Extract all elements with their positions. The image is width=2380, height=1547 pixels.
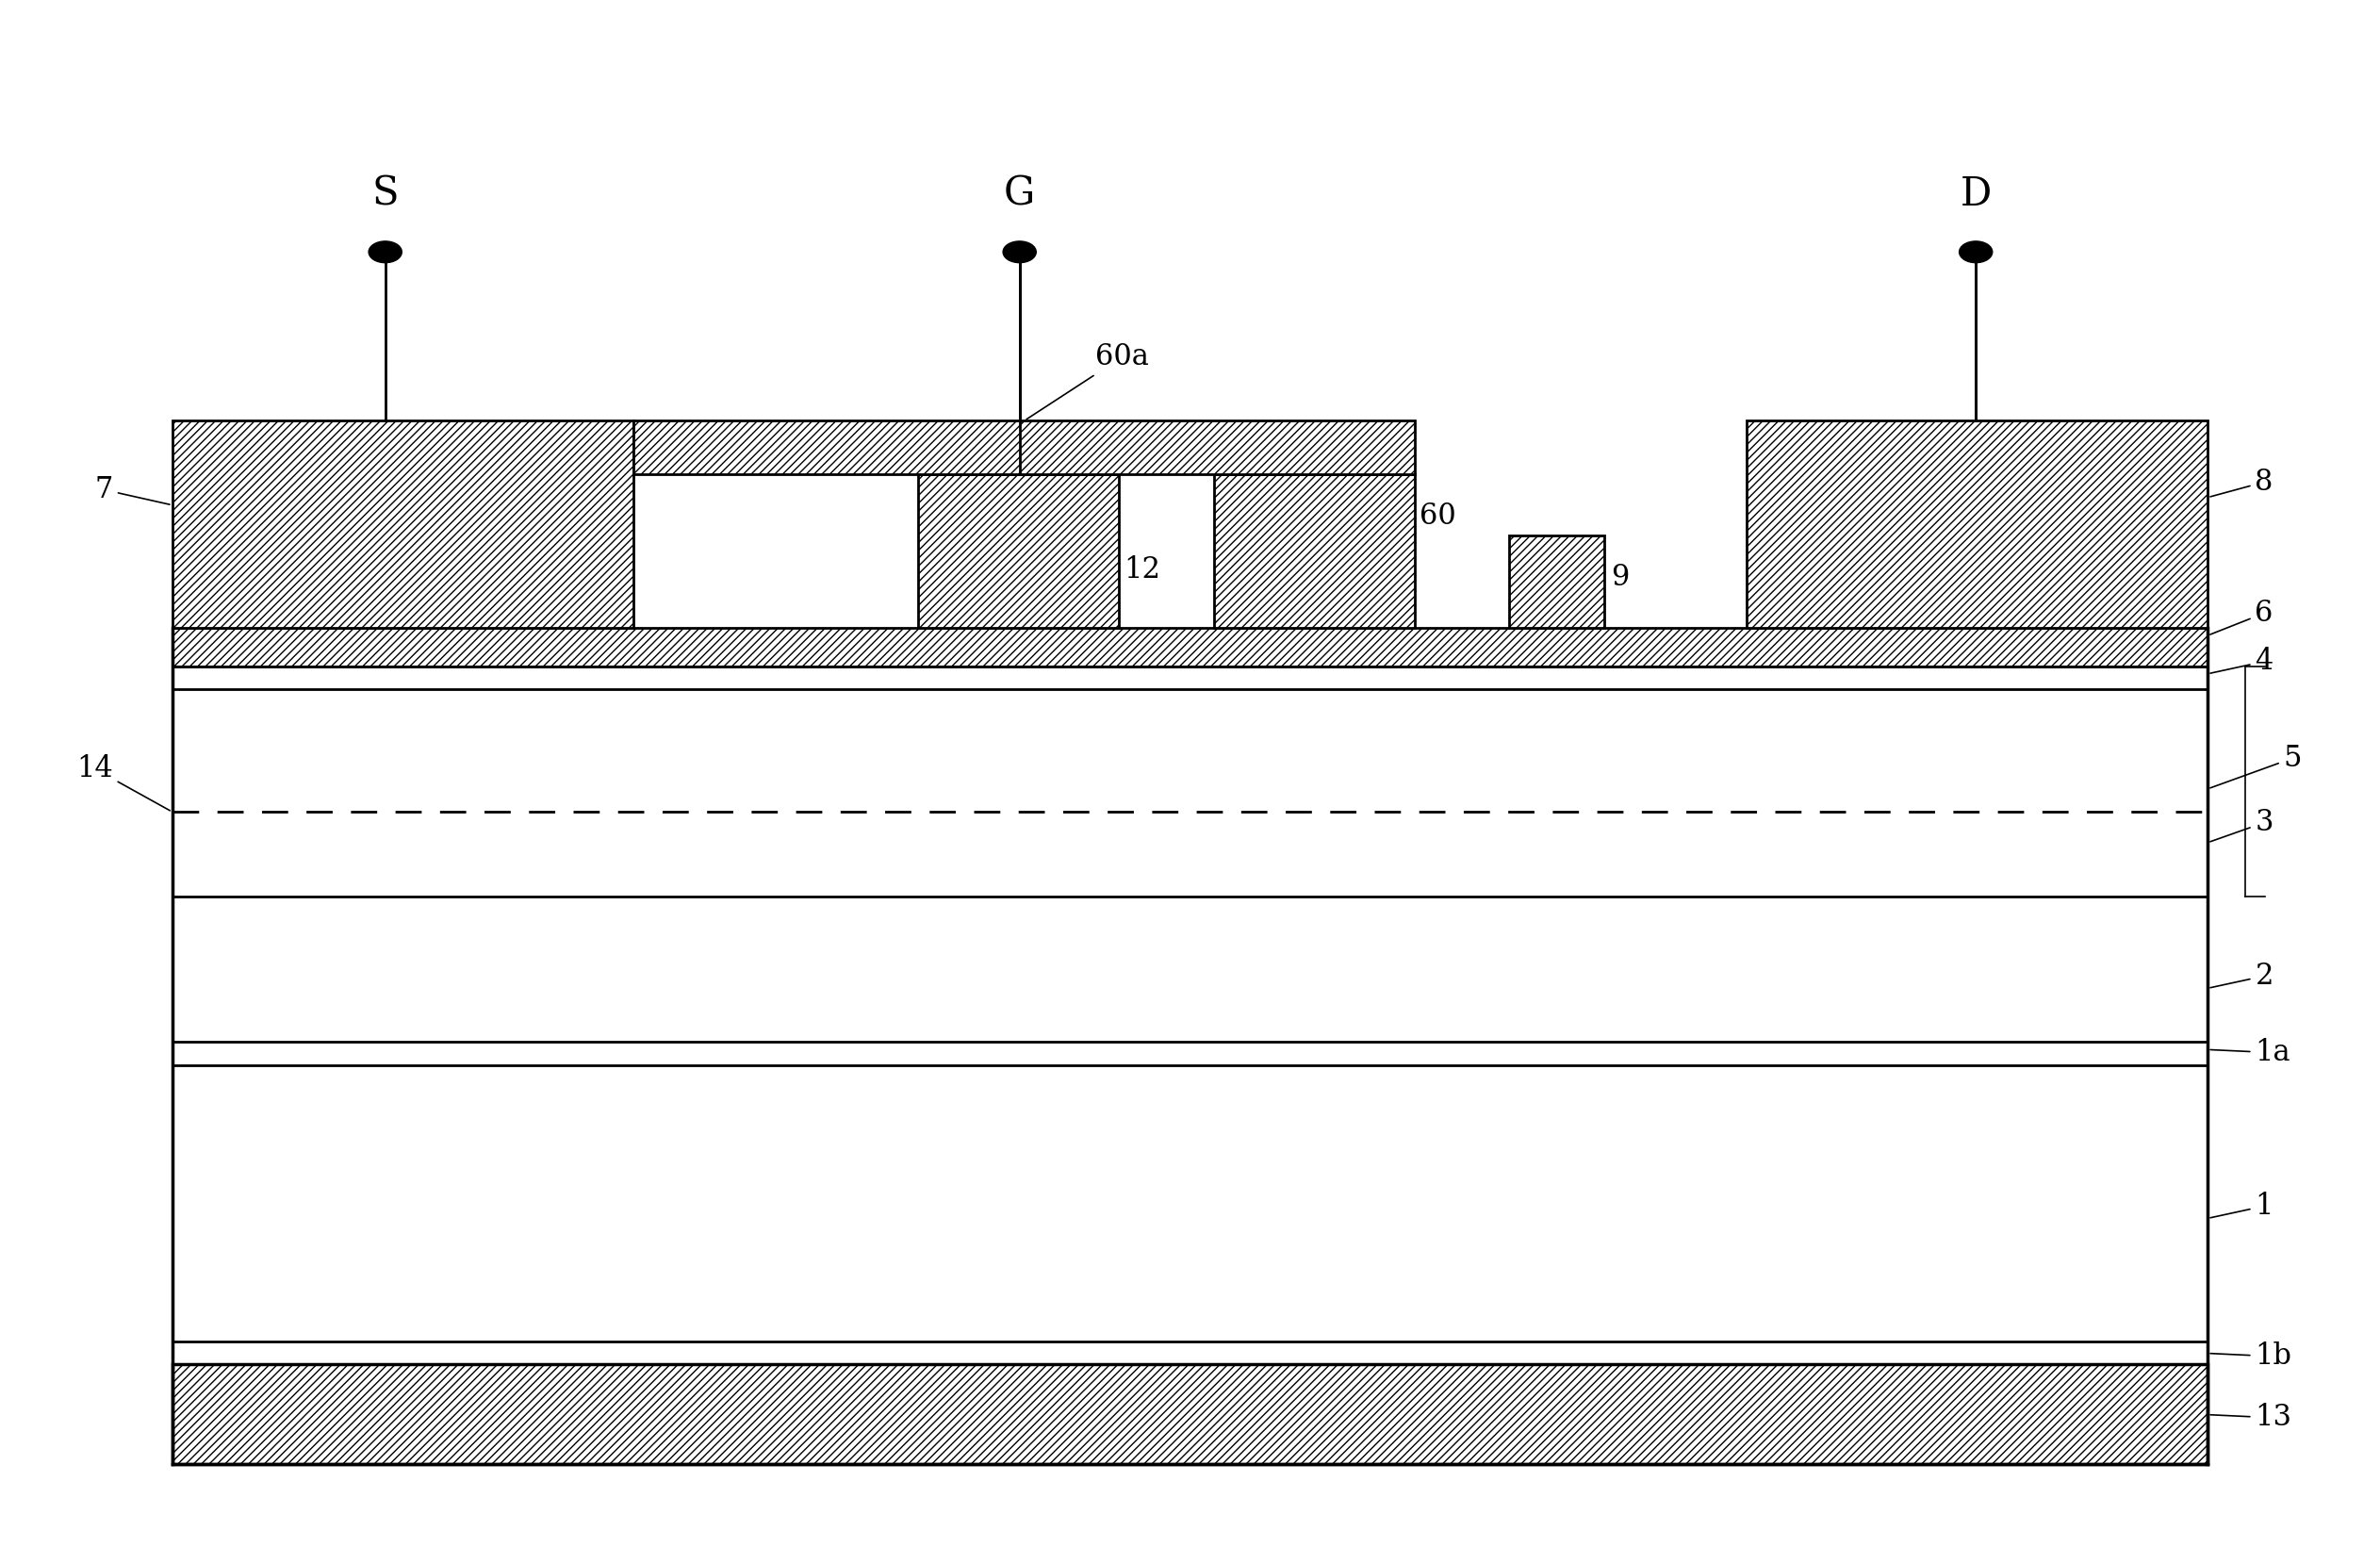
Bar (919, 475, 1119, 628)
Text: 1: 1 (2211, 1191, 2273, 1221)
Bar (1214, 475, 1414, 628)
Text: 1b: 1b (2211, 1341, 2292, 1371)
Text: 5: 5 (2211, 744, 2301, 787)
Text: S: S (371, 173, 400, 213)
Text: 4: 4 (2211, 647, 2273, 676)
Text: 2: 2 (2211, 961, 2273, 990)
Text: 6: 6 (2211, 599, 2273, 634)
Text: 1a: 1a (2211, 1038, 2290, 1067)
Circle shape (1959, 241, 1992, 263)
Circle shape (369, 241, 402, 263)
Text: 60: 60 (1418, 501, 1457, 531)
Bar (1509, 535, 1604, 628)
Bar (171, 628, 2209, 667)
Bar (171, 1364, 2209, 1463)
Text: 14: 14 (76, 755, 169, 811)
Text: D: D (1961, 173, 1992, 213)
Text: 13: 13 (2211, 1403, 2292, 1433)
Text: 7: 7 (95, 475, 169, 504)
Bar (171, 421, 633, 628)
Text: 9: 9 (1611, 563, 1630, 593)
Text: 8: 8 (2211, 467, 2273, 497)
Text: 3: 3 (2211, 808, 2273, 842)
Text: G: G (1004, 173, 1035, 213)
Circle shape (1002, 241, 1035, 263)
Text: 12: 12 (1123, 555, 1161, 585)
Bar (1747, 421, 2209, 628)
Bar (633, 421, 1414, 475)
Text: 60a: 60a (1026, 342, 1150, 419)
